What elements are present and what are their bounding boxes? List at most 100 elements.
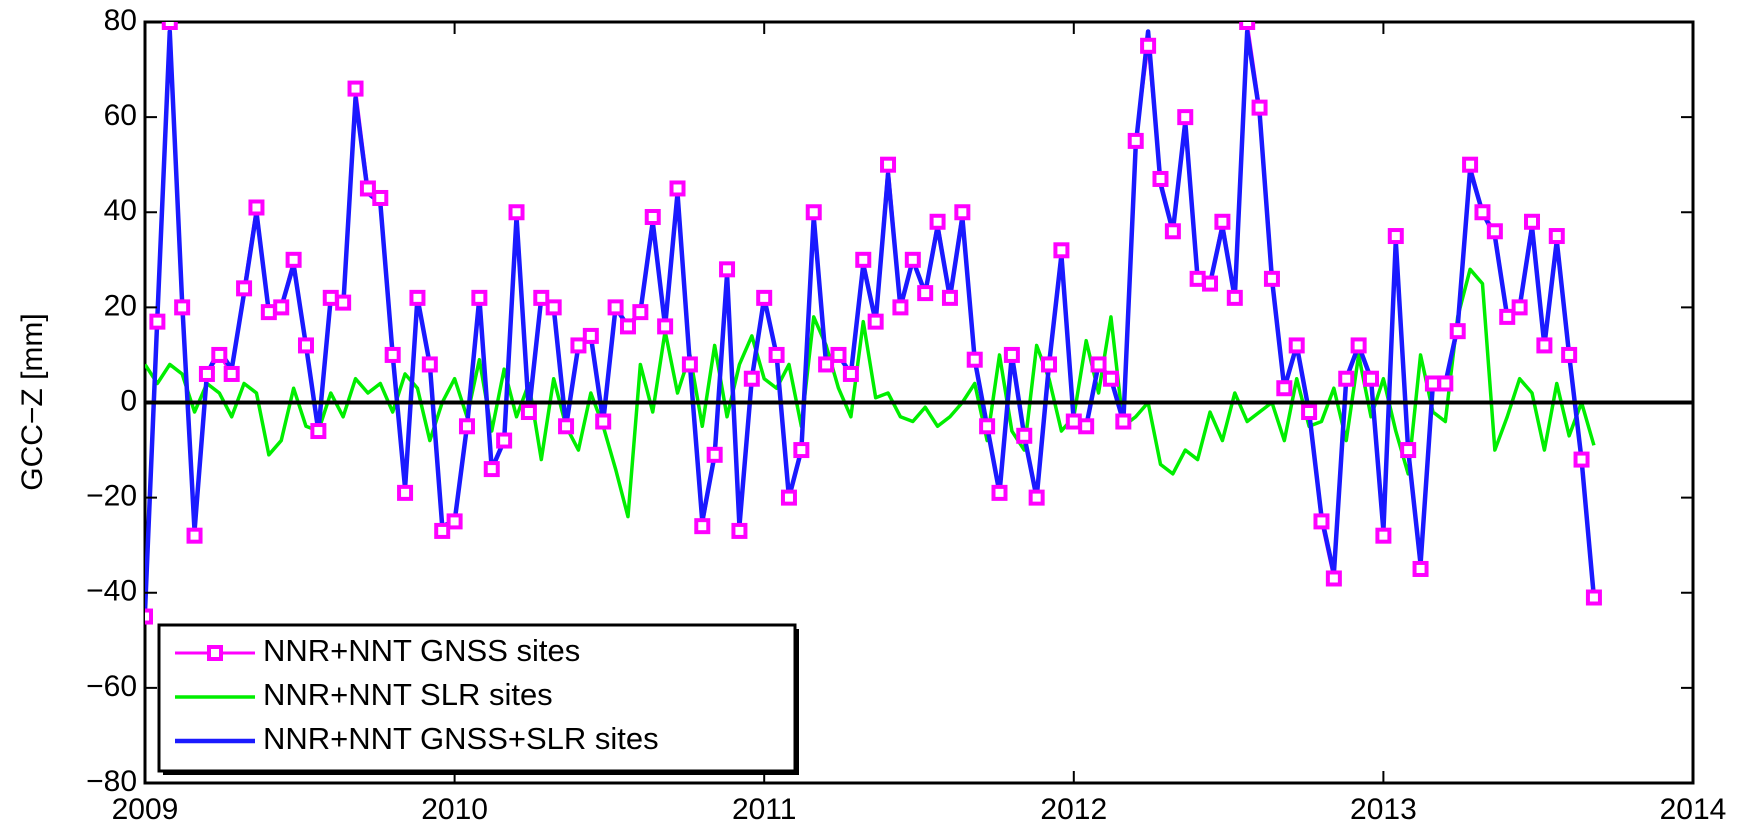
marker — [359, 180, 376, 197]
marker — [880, 156, 897, 173]
marker — [1226, 289, 1243, 306]
marker — [1387, 228, 1404, 245]
y-tick-label: 60 — [104, 99, 137, 132]
marker — [223, 365, 240, 382]
series-line — [145, 267, 1596, 519]
marker — [1313, 513, 1330, 530]
marker — [1177, 109, 1194, 126]
marker — [582, 327, 599, 344]
marker — [520, 404, 537, 421]
legend: NNR+NNT GNSS sites NNR+NNT SLR sites NNR+N… — [157, 623, 799, 775]
marker — [1424, 375, 1441, 392]
marker — [1548, 228, 1565, 245]
marker — [855, 251, 872, 268]
marker — [186, 527, 203, 544]
marker — [743, 370, 760, 387]
marker — [1028, 489, 1045, 506]
marker — [570, 337, 587, 354]
legend-box — [157, 623, 797, 773]
marker — [545, 299, 562, 316]
marker — [1140, 37, 1157, 54]
marker — [347, 80, 364, 97]
marker — [1152, 170, 1169, 187]
marker — [446, 513, 463, 530]
marker — [1127, 132, 1144, 149]
marker — [145, 608, 153, 625]
marker — [954, 204, 971, 221]
marker — [211, 346, 228, 363]
marker — [1524, 213, 1541, 230]
legend-label: NNR+NNT SLR sites — [263, 677, 553, 712]
marker — [1375, 527, 1392, 544]
marker — [161, 22, 178, 30]
marker — [805, 204, 822, 221]
marker — [1325, 570, 1342, 587]
marker — [285, 251, 302, 268]
marker — [1474, 204, 1491, 221]
y-tick-label: 40 — [104, 194, 137, 227]
marker — [1003, 346, 1020, 363]
marker — [1363, 370, 1380, 387]
marker — [904, 251, 921, 268]
y-tick-label: −60 — [86, 670, 137, 703]
marker — [458, 418, 475, 435]
marker — [533, 289, 550, 306]
marker — [644, 209, 661, 226]
marker — [496, 432, 513, 449]
marker — [842, 365, 859, 382]
series-line — [145, 29, 1597, 612]
marker — [1102, 370, 1119, 387]
y-tick-label: −80 — [86, 765, 137, 798]
marker — [421, 356, 438, 373]
marker — [1301, 404, 1318, 421]
y-tick-label: 20 — [104, 289, 137, 322]
marker — [929, 213, 946, 230]
marker — [260, 304, 277, 321]
x-tick-label: 2012 — [1040, 793, 1107, 826]
marker — [607, 299, 624, 316]
marker — [1189, 270, 1206, 287]
marker — [483, 461, 500, 478]
marker — [830, 346, 847, 363]
axes-layer: −80 −60 −40 −20 0 20 40 60 80 2009 2010 2011 2012 201… — [86, 4, 1726, 826]
x-tick-label: 2014 — [1660, 793, 1727, 826]
marker — [198, 365, 215, 382]
marker — [1288, 337, 1305, 354]
marker — [1400, 442, 1417, 459]
x-tick-label: 2010 — [421, 793, 488, 826]
marker — [384, 346, 401, 363]
x-tick-label: 2011 — [732, 793, 797, 826]
marker — [793, 442, 810, 459]
legend-marker — [207, 645, 223, 661]
marker — [768, 346, 785, 363]
y-axis-label: GCC−Z [mm] — [16, 313, 49, 491]
marker — [1053, 242, 1070, 259]
marker — [1164, 223, 1181, 240]
marker — [1499, 308, 1516, 325]
marker — [1041, 356, 1058, 373]
marker — [409, 289, 426, 306]
marker — [1065, 413, 1082, 430]
marker — [694, 518, 711, 535]
marker — [1090, 356, 1107, 373]
marker — [1202, 275, 1219, 292]
marker — [149, 313, 166, 330]
marker — [1573, 451, 1590, 468]
marker — [818, 356, 835, 373]
marker — [1338, 370, 1355, 387]
y-tick-label: 0 — [120, 384, 137, 417]
marker — [979, 418, 996, 435]
marker — [706, 446, 723, 463]
x-tick-label: 2013 — [1350, 793, 1417, 826]
marker — [1437, 375, 1454, 392]
marker — [1486, 223, 1503, 240]
marker — [434, 522, 451, 539]
marker — [1115, 413, 1132, 430]
marker — [1239, 22, 1256, 30]
marker — [941, 289, 958, 306]
marker — [236, 280, 253, 297]
x-tick-label: 2009 — [112, 793, 179, 826]
y-tick-label: −40 — [86, 575, 137, 608]
marker — [595, 413, 612, 430]
